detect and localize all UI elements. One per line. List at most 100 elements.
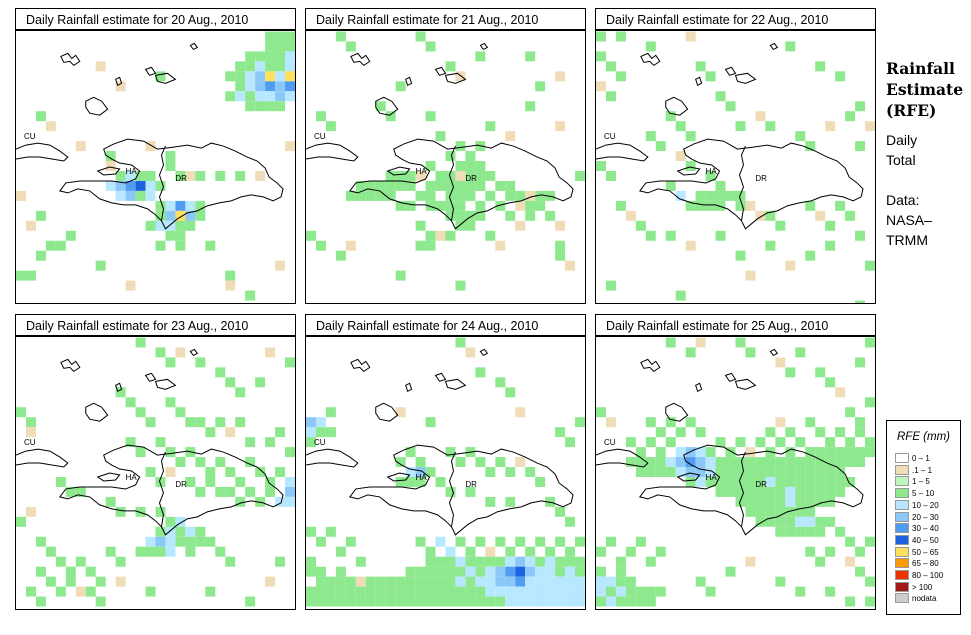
rainfall-cell xyxy=(485,170,496,181)
rainfall-cell xyxy=(525,546,536,557)
rainfall-cell xyxy=(825,377,836,388)
rainfall-cell xyxy=(805,486,816,497)
rainfall-cell xyxy=(505,387,516,398)
rainfall-cell xyxy=(495,240,506,251)
rainfall-cell xyxy=(395,576,406,587)
rainfall-cell xyxy=(435,586,446,597)
rainfall-cell xyxy=(596,586,606,597)
rainfall-cell xyxy=(455,280,466,291)
rainfall-cell xyxy=(105,180,116,191)
rainfall-cell xyxy=(75,556,86,567)
rainfall-cell xyxy=(455,556,466,567)
rainfall-cell xyxy=(575,566,585,577)
rainfall-cell xyxy=(575,586,585,597)
rainfall-cell xyxy=(455,337,466,348)
label-ha: HA xyxy=(706,473,718,482)
rainfall-cell xyxy=(225,377,236,388)
rainfall-cell xyxy=(345,240,356,251)
legend-title: RFE (mm) xyxy=(896,431,950,443)
rainfall-cell xyxy=(555,566,566,577)
rainfall-cell xyxy=(725,101,736,112)
rainfall-cell xyxy=(185,417,196,428)
rainfall-cell xyxy=(825,496,836,507)
rainfall-cell xyxy=(685,476,696,487)
rainfall-cell xyxy=(515,407,526,418)
rainfall-cell xyxy=(455,586,466,597)
rainfall-cell xyxy=(545,596,556,607)
cuba-coastline xyxy=(16,142,69,162)
rainfall-cell xyxy=(485,546,496,557)
rainfall-cell xyxy=(685,457,696,468)
label-ha: HA xyxy=(416,167,428,176)
rainfall-cell xyxy=(395,200,406,211)
rainfall-map: CU HA DR xyxy=(15,336,296,610)
rainfall-cell xyxy=(475,536,486,547)
rainfall-cell xyxy=(475,457,486,468)
rainfall-cell xyxy=(445,230,456,241)
rainfall-cell xyxy=(515,596,526,607)
rainfall-cell xyxy=(475,180,486,191)
rainfall-cell xyxy=(675,457,686,468)
rainfall-cell xyxy=(655,141,666,152)
rainfall-cell xyxy=(665,230,676,241)
rainfall-cell xyxy=(675,467,686,477)
rainfall-cell xyxy=(445,556,456,567)
rainfall-cell xyxy=(185,220,196,231)
rainfall-cell xyxy=(395,596,406,607)
rainfall-cell xyxy=(645,131,656,142)
rainfall-cell xyxy=(105,151,116,162)
rainfall-cell xyxy=(815,467,826,477)
rainfall-cell xyxy=(855,447,866,458)
rainfall-cell xyxy=(795,437,806,448)
rainfall-cell xyxy=(185,546,196,557)
rainfall-cell xyxy=(805,200,816,211)
rainfall-cell xyxy=(515,586,526,597)
rainfall-cell xyxy=(775,516,786,527)
rainfall-cell xyxy=(525,566,536,577)
rainfall-cell xyxy=(455,190,466,201)
rainfall-cell xyxy=(775,486,786,497)
gonave-island xyxy=(676,472,701,482)
rainfall-cell xyxy=(415,536,426,547)
rainfall-cell xyxy=(165,516,176,527)
rainfall-cell xyxy=(225,280,236,291)
rainfall-cell xyxy=(765,496,776,507)
rainfall-cell xyxy=(306,566,316,577)
rainfall-cell xyxy=(135,447,146,458)
rainfall-cell xyxy=(625,596,636,607)
rainfall-cell xyxy=(195,357,206,368)
rainfall-cell xyxy=(255,91,266,102)
rainfall-cell xyxy=(445,180,456,191)
rainfall-cell xyxy=(465,347,476,358)
rainfall-cell xyxy=(285,496,295,507)
rainfall-cell xyxy=(335,576,346,587)
rainfall-cell xyxy=(115,387,126,398)
rainfall-cell xyxy=(205,536,216,547)
rainfall-cell xyxy=(805,526,816,537)
rainfall-cell xyxy=(735,200,746,211)
rainfall-cell xyxy=(175,516,186,527)
rainfall-cell xyxy=(455,220,466,231)
rainfall-cell xyxy=(795,476,806,487)
rainfall-cell xyxy=(175,457,186,468)
rainfall-cell xyxy=(435,596,446,607)
rainfall-cell xyxy=(745,486,756,497)
rainfall-cell xyxy=(695,200,706,211)
rainfall-cell xyxy=(845,536,856,547)
rainfall-cell xyxy=(645,41,656,52)
rainfall-cell xyxy=(715,467,726,477)
legend-swatch xyxy=(895,534,909,545)
rainfall-cell xyxy=(425,180,436,191)
rainfall-cell xyxy=(795,486,806,497)
rainfall-cell xyxy=(855,357,866,368)
rainfall-cell xyxy=(325,586,336,597)
rainfall-cell xyxy=(555,586,566,597)
label-cu: CU xyxy=(24,438,36,447)
rainfall-cell xyxy=(465,596,476,607)
rainfall-cell xyxy=(685,417,696,428)
rainfall-cell xyxy=(345,190,356,201)
rainfall-cell xyxy=(485,596,496,607)
rainfall-cell xyxy=(275,61,286,72)
rainfall-cell xyxy=(155,200,166,211)
rainfall-cell xyxy=(465,161,476,171)
